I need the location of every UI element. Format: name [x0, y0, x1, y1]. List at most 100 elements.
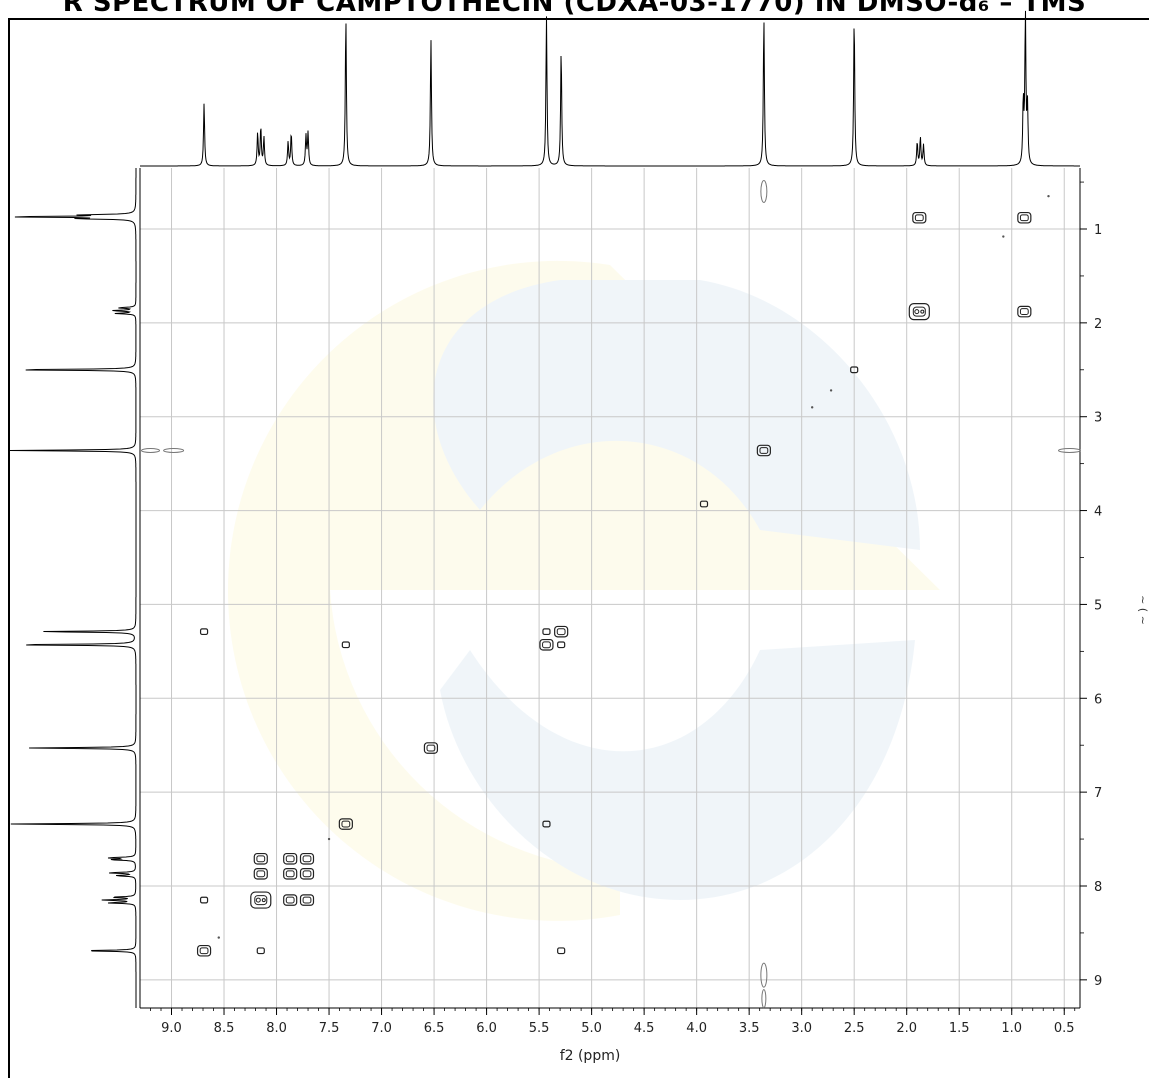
cross-peak — [283, 867, 298, 880]
cross-peak-inner-contour — [759, 447, 769, 454]
x-axis-label: f2 (ppm) — [560, 1048, 621, 1063]
x-tick-label: 4.5 — [634, 1021, 655, 1036]
x-tick-label: 3.0 — [791, 1021, 812, 1036]
cross-peak-outer-contour — [539, 638, 554, 651]
cross-peak-outer-contour — [299, 852, 315, 865]
x-tick-label: 7.5 — [319, 1021, 340, 1036]
left-1d-spectrum — [9, 168, 137, 1008]
cross-peak-outer-contour — [554, 625, 569, 638]
cross-peak — [256, 947, 265, 955]
cross-peak-inner-contour — [542, 641, 551, 649]
cross-peak-inner-contour — [914, 214, 924, 222]
cross-peak-dot — [810, 406, 814, 409]
cross-peak-outer-contour — [756, 444, 771, 457]
cross-peak — [912, 211, 927, 224]
cross-peak-inner-contour — [285, 896, 295, 904]
cross-peak — [1017, 211, 1032, 224]
y-tick-label: 7 — [1094, 786, 1102, 801]
cross-peak-dot — [1047, 194, 1050, 198]
cross-peak-dot — [1002, 235, 1005, 238]
cross-peak — [423, 742, 439, 754]
cross-peak-outer-contour — [542, 628, 551, 636]
cross-peak — [699, 500, 709, 508]
x-axis-ticks: 9.0 8.5 8.0 7.5 7.0 6.5 6.0 5.5 5.0 4.5 4.0 3.5 3.0 2… — [161, 1021, 1074, 1036]
cross-peak-outer-contour — [1017, 211, 1032, 224]
cross-peak-inner-contour — [1019, 214, 1029, 222]
axes — [139, 168, 1087, 1015]
cross-peak-outer-contour — [196, 944, 212, 957]
y-tick-label: 5 — [1094, 598, 1102, 613]
top-spectrum-trace — [140, 10, 1080, 167]
cross-peak — [1017, 305, 1032, 318]
cross-peak-outer-contour — [423, 742, 439, 754]
cross-peak — [253, 852, 268, 865]
y-axis-ticks: 1 2 3 4 5 6 7 8 9 — [1094, 223, 1102, 989]
cross-peak-outer-contour — [1017, 305, 1032, 318]
x-tick-label: 6.5 — [424, 1021, 445, 1036]
x-tick-label: 5.0 — [581, 1021, 602, 1036]
cross-peak — [542, 628, 551, 636]
y-tick-label: 6 — [1094, 692, 1102, 707]
cross-peak-core — [255, 897, 261, 903]
cross-peak — [283, 852, 298, 865]
cross-peak-inner-contour — [1019, 308, 1029, 316]
cross-peak-inner-contour — [341, 820, 351, 828]
x-tick-label: 2.0 — [896, 1021, 917, 1036]
cross-peak-inner-contour — [302, 896, 312, 904]
cross-peak — [542, 820, 551, 828]
cross-peak-core — [920, 309, 925, 314]
cross-peak-outer-contour — [557, 641, 566, 649]
y-axis-label-fragment: ~ ) ~ — [1136, 595, 1149, 625]
y-tick-label: 1 — [1094, 223, 1102, 238]
x-tick-label: 8.5 — [214, 1021, 235, 1036]
cross-peak — [199, 896, 209, 904]
cross-peak-inner-contour — [302, 870, 312, 878]
cross-peak-outer-contour — [299, 894, 315, 906]
cross-peaks — [196, 194, 1050, 957]
cross-peak-outer-contour — [557, 947, 566, 955]
water-streak-left-2 — [163, 448, 185, 454]
cross-peak-outer-contour — [338, 818, 353, 830]
water-streak-bottom — [760, 962, 768, 988]
x-tick-label: 7.0 — [371, 1021, 392, 1036]
cross-peak — [299, 867, 315, 880]
water-streak-top — [760, 179, 768, 203]
cross-peak-outer-contour — [283, 894, 298, 906]
x-tick-label: 5.5 — [529, 1021, 550, 1036]
x-tick-label: 1.5 — [949, 1021, 970, 1036]
cross-peak — [557, 947, 566, 955]
top-1d-spectrum — [140, 10, 1080, 167]
cross-peak — [299, 852, 315, 865]
chart-title: R SPECTRUM OF CAMPTOTHECIN (CDXA-03-1770… — [62, 0, 1087, 18]
cross-peak — [253, 867, 268, 880]
cross-peak-inner-contour — [302, 855, 312, 863]
water-streak-bottom-2 — [761, 989, 767, 1009]
cross-peak-outer-contour — [253, 852, 268, 865]
cross-peak-outer-contour — [699, 500, 709, 508]
cross-peak-outer-contour — [199, 896, 209, 904]
cross-peak-outer-contour — [256, 947, 265, 955]
cross-peak-inner-contour — [912, 306, 926, 317]
cross-peak — [196, 944, 212, 957]
y-tick-label: 9 — [1094, 974, 1102, 989]
y-tick-label: 4 — [1094, 505, 1102, 520]
cross-peak — [250, 891, 272, 909]
spectrum-frame — [8, 18, 1149, 1078]
cross-peak-outer-contour — [283, 867, 298, 880]
cross-peak-inner-contour — [256, 855, 266, 863]
grid-lines — [140, 168, 1080, 1008]
x-tick-label: 4.0 — [686, 1021, 707, 1036]
cross-peak-dot — [327, 837, 331, 841]
cross-peak — [557, 641, 566, 649]
x-tick-label: 0.5 — [1054, 1021, 1075, 1036]
cross-peak-outer-contour — [341, 641, 350, 649]
cross-peak — [756, 444, 771, 457]
cross-peak-outer-contour — [253, 867, 268, 880]
y-tick-label: 2 — [1094, 317, 1102, 332]
cross-peak — [908, 302, 930, 321]
x-tick-label: 2.5 — [844, 1021, 865, 1036]
x-tick-label: 6.0 — [476, 1021, 497, 1036]
watermark-logo — [227, 260, 940, 921]
left-spectrum-trace — [9, 168, 137, 1008]
